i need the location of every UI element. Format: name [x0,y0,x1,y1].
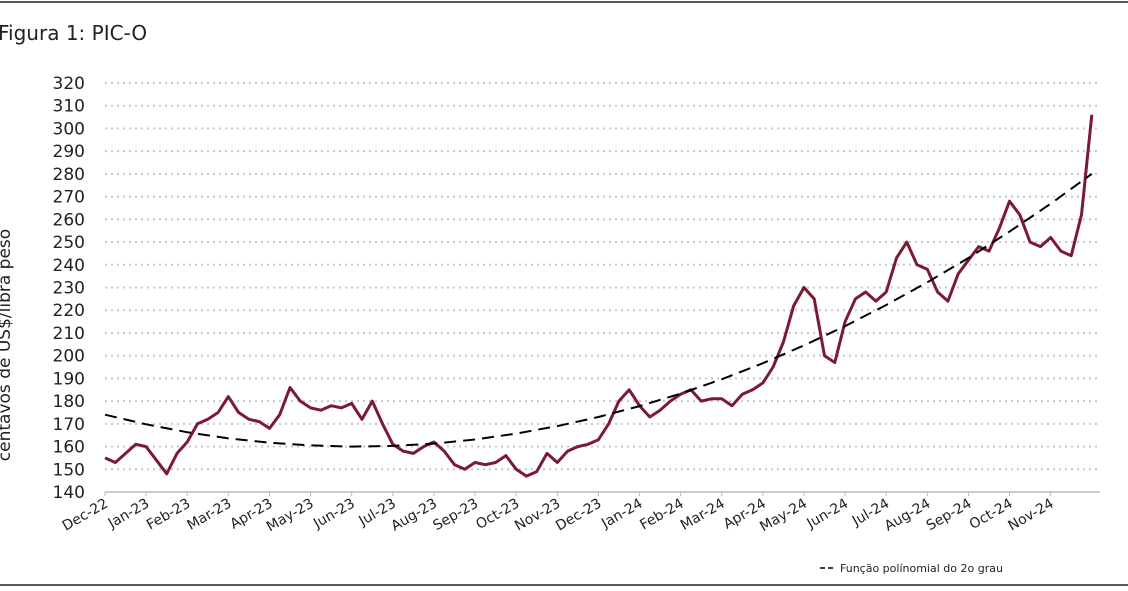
y-tick-label: 170 [53,415,85,435]
price-line [104,114,1094,478]
x-tick-label: Aug-24 [882,496,934,535]
y-tick-label: 260 [53,210,85,230]
trend-line [104,173,1093,448]
y-tick-label: 140 [53,483,85,503]
y-tick-label: 180 [53,392,85,412]
y-tick-label: 160 [53,438,85,458]
y-tick-label: 310 [53,97,85,117]
x-tick-label: Jun-23 [310,496,358,533]
x-tick-label: Nov-24 [1006,496,1057,535]
y-tick-label: 230 [53,279,85,299]
legend-label: Função polínomial do 2o grau [840,562,1003,575]
x-tick-label: Nov-23 [512,496,563,535]
y-tick-label: 270 [53,188,85,208]
y-tick-label: 200 [53,347,85,367]
x-tick-label: Sep-23 [430,496,481,534]
x-tick-label: Jun-24 [803,496,851,533]
y-axis-label: centavos de US$/libra peso [0,229,15,461]
y-tick-label: 290 [53,142,85,162]
x-tick-label: Dec-23 [553,496,604,535]
x-tick-label: Oct-24 [967,496,1016,533]
y-tick-label: 190 [53,369,85,389]
x-tick-label: May-23 [264,496,317,536]
x-tick-label: Feb-23 [144,496,193,534]
y-tick-label: 240 [53,256,85,276]
y-tick-label: 220 [53,301,85,321]
x-tick-label: Jan-24 [598,496,645,533]
x-tick-label: Mar-24 [678,496,728,534]
y-tick-label: 250 [53,233,85,253]
x-tick-label: Aug-23 [388,496,439,535]
x-tick-label: Jan-23 [105,496,152,533]
x-tick-label: Mar-23 [184,496,234,534]
y-tick-label: 280 [53,165,85,185]
chart-title: Figura 1: PIC-O [0,21,147,45]
y-tick-label: 300 [53,119,85,139]
y-tick-label: 210 [53,324,85,344]
x-tick-label: May-24 [757,496,810,536]
y-tick-label: 320 [53,74,85,94]
x-tick-label: Feb-24 [637,496,686,534]
x-tick-label: Sep-24 [924,496,975,535]
y-tick-label: 150 [53,460,85,480]
x-tick-label: Oct-23 [473,496,522,533]
